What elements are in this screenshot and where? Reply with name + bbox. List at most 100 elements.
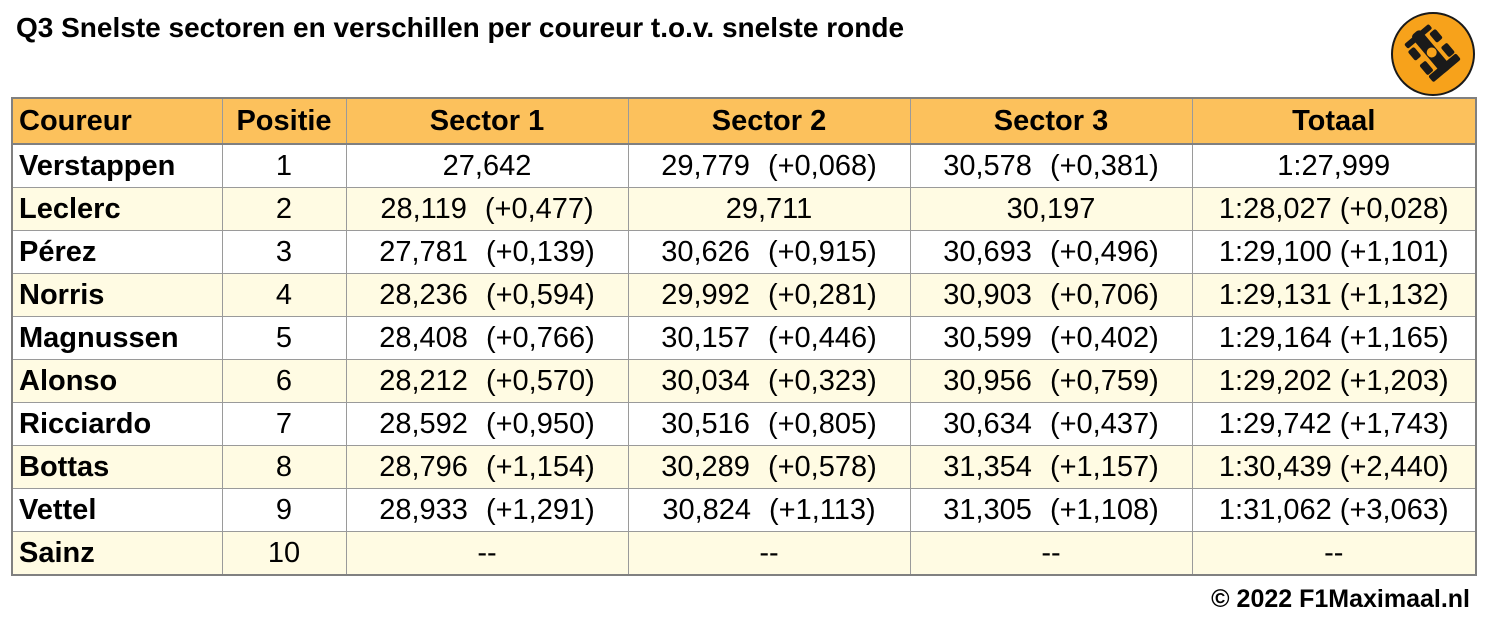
- gap-value: (+0,950): [485, 407, 595, 440]
- header-total: Totaal: [1191, 97, 1477, 145]
- position-cell: 3: [221, 230, 347, 274]
- time-value: 1:29,131: [1218, 278, 1332, 311]
- time-value: 28,119: [380, 192, 467, 225]
- gap-value: (+1,101): [1339, 235, 1449, 268]
- gap-value: (+1,203): [1339, 364, 1449, 397]
- time-value: --: [1324, 536, 1344, 569]
- driver-name: Norris: [11, 273, 223, 317]
- copyright-footer: © 2022 F1Maximaal.nl: [1211, 585, 1470, 613]
- gap-value: (+0,766): [485, 321, 595, 354]
- page-title: Q3 Snelste sectoren en verschillen per c…: [16, 12, 905, 43]
- time-value: 30,693: [943, 235, 1032, 268]
- driver-name: Pérez: [11, 230, 223, 274]
- sector-cell: 30,626 (+0,915): [627, 230, 911, 274]
- position-cell: 7: [221, 402, 347, 446]
- sector-cell: 28,119 (+0,477): [345, 187, 629, 231]
- sector-cell: 30,578 (+0,381): [909, 143, 1193, 188]
- time-value: 30,516: [661, 407, 750, 440]
- driver-name: Alonso: [11, 359, 223, 403]
- gap-value: (+0,496): [1049, 235, 1159, 268]
- gap-value: (+0,759): [1049, 364, 1159, 397]
- time-value: 1:29,164: [1218, 321, 1332, 354]
- position-cell: 6: [221, 359, 347, 403]
- gap-value: (+0,578): [767, 450, 877, 483]
- time-value: 1:29,100: [1218, 235, 1332, 268]
- driver-name: Vettel: [11, 488, 223, 532]
- table-row: Vettel 9 28,933 (+1,291) 30,824 (+1,113) 31,30…: [11, 488, 1477, 532]
- sector-cell: 30,956 (+0,759): [909, 359, 1193, 403]
- sector-cell: 28,796 (+1,154): [345, 445, 629, 489]
- sector-cell: 29,779 (+0,068): [627, 143, 911, 188]
- table-row: Sainz 10 -- -- -- --: [11, 531, 1477, 576]
- sector-cell: 30,157 (+0,446): [627, 316, 911, 360]
- time-value: 31,354: [943, 450, 1032, 483]
- gap-value: (+3,063): [1339, 493, 1449, 526]
- table-row: Norris 4 28,236 (+0,594) 29,992 (+0,281) 30,90…: [11, 273, 1477, 317]
- time-value: 30,903: [943, 278, 1032, 311]
- driver-name: Sainz: [11, 531, 223, 576]
- gap-value: (+0,381): [1049, 149, 1159, 182]
- table-row: Verstappen 1 27,642 29,779 (+0,068) 30,578 (+0…: [11, 143, 1477, 188]
- sector-cell: 29,992 (+0,281): [627, 273, 911, 317]
- time-value: 28,592: [379, 407, 468, 440]
- total-cell: 1:29,742 (+1,743): [1191, 402, 1477, 446]
- sector-cell: 31,305 (+1,108): [909, 488, 1193, 532]
- gap-value: (+0,805): [767, 407, 877, 440]
- sector-cell: 28,212 (+0,570): [345, 359, 629, 403]
- time-value: 28,212: [379, 364, 468, 397]
- time-value: 30,578: [943, 149, 1032, 182]
- total-cell: 1:29,131 (+1,132): [1191, 273, 1477, 317]
- total-cell: 1:30,439 (+2,440): [1191, 445, 1477, 489]
- header-position: Positie: [221, 97, 347, 145]
- time-value: 1:29,202: [1218, 364, 1332, 397]
- gap-value: (+0,437): [1049, 407, 1159, 440]
- sector-cell: 30,599 (+0,402): [909, 316, 1193, 360]
- sector-cell: 31,354 (+1,157): [909, 445, 1193, 489]
- time-value: 30,824: [662, 493, 752, 526]
- table-row: Pérez 3 27,781 (+0,139) 30,626 (+0,915) 30,693…: [11, 230, 1477, 274]
- driver-name: Leclerc: [11, 187, 223, 231]
- gap-value: (+0,068): [767, 149, 877, 182]
- table-header-row: Coureur Positie Sector 1 Sector 2 Sector…: [11, 97, 1477, 145]
- gap-value: (+1,108): [1049, 493, 1159, 526]
- time-value: 30,197: [1006, 192, 1096, 225]
- table-row: Magnussen 5 28,408 (+0,766) 30,157 (+0,446) 30…: [11, 316, 1477, 360]
- gap-value: (+0,139): [485, 235, 595, 268]
- gap-value: (+2,440): [1339, 450, 1449, 483]
- time-value: 29,779: [661, 149, 750, 182]
- gap-value: (+0,402): [1049, 321, 1159, 354]
- time-value: 29,992: [661, 278, 750, 311]
- time-value: 28,933: [379, 493, 468, 526]
- total-cell: 1:29,164 (+1,165): [1191, 316, 1477, 360]
- time-value: 1:29,742: [1218, 407, 1332, 440]
- header-sector1: Sector 1: [345, 97, 629, 145]
- header-sector3: Sector 3: [909, 97, 1193, 145]
- sector-cell: --: [345, 531, 629, 576]
- header-driver: Coureur: [11, 97, 223, 145]
- total-cell: 1:28,027 (+0,028): [1191, 187, 1477, 231]
- gap-value: (+0,477): [484, 192, 594, 225]
- time-value: 1:28,027: [1218, 192, 1332, 225]
- time-value: 29,711: [725, 192, 813, 225]
- f1-car-icon: [1391, 12, 1475, 96]
- gap-value: (+0,594): [485, 278, 595, 311]
- position-cell: 2: [221, 187, 347, 231]
- gap-value: (+0,915): [767, 235, 877, 268]
- gap-value: (+0,281): [767, 278, 877, 311]
- position-cell: 1: [221, 143, 347, 188]
- time-value: 30,289: [661, 450, 750, 483]
- sector-cell: 28,592 (+0,950): [345, 402, 629, 446]
- sector-cell: 30,034 (+0,323): [627, 359, 911, 403]
- time-value: --: [477, 536, 497, 569]
- header-sector2: Sector 2: [627, 97, 911, 145]
- sector-cell: 28,236 (+0,594): [345, 273, 629, 317]
- position-cell: 5: [221, 316, 347, 360]
- sector-cell: 30,289 (+0,578): [627, 445, 911, 489]
- time-value: 27,642: [442, 149, 532, 182]
- position-cell: 10: [221, 531, 347, 576]
- time-value: 1:27,999: [1277, 149, 1391, 182]
- gap-value: (+1,113): [769, 493, 876, 526]
- gap-value: (+1,154): [485, 450, 595, 483]
- sector-cell: --: [627, 531, 911, 576]
- sector-cell: 27,642: [345, 143, 629, 188]
